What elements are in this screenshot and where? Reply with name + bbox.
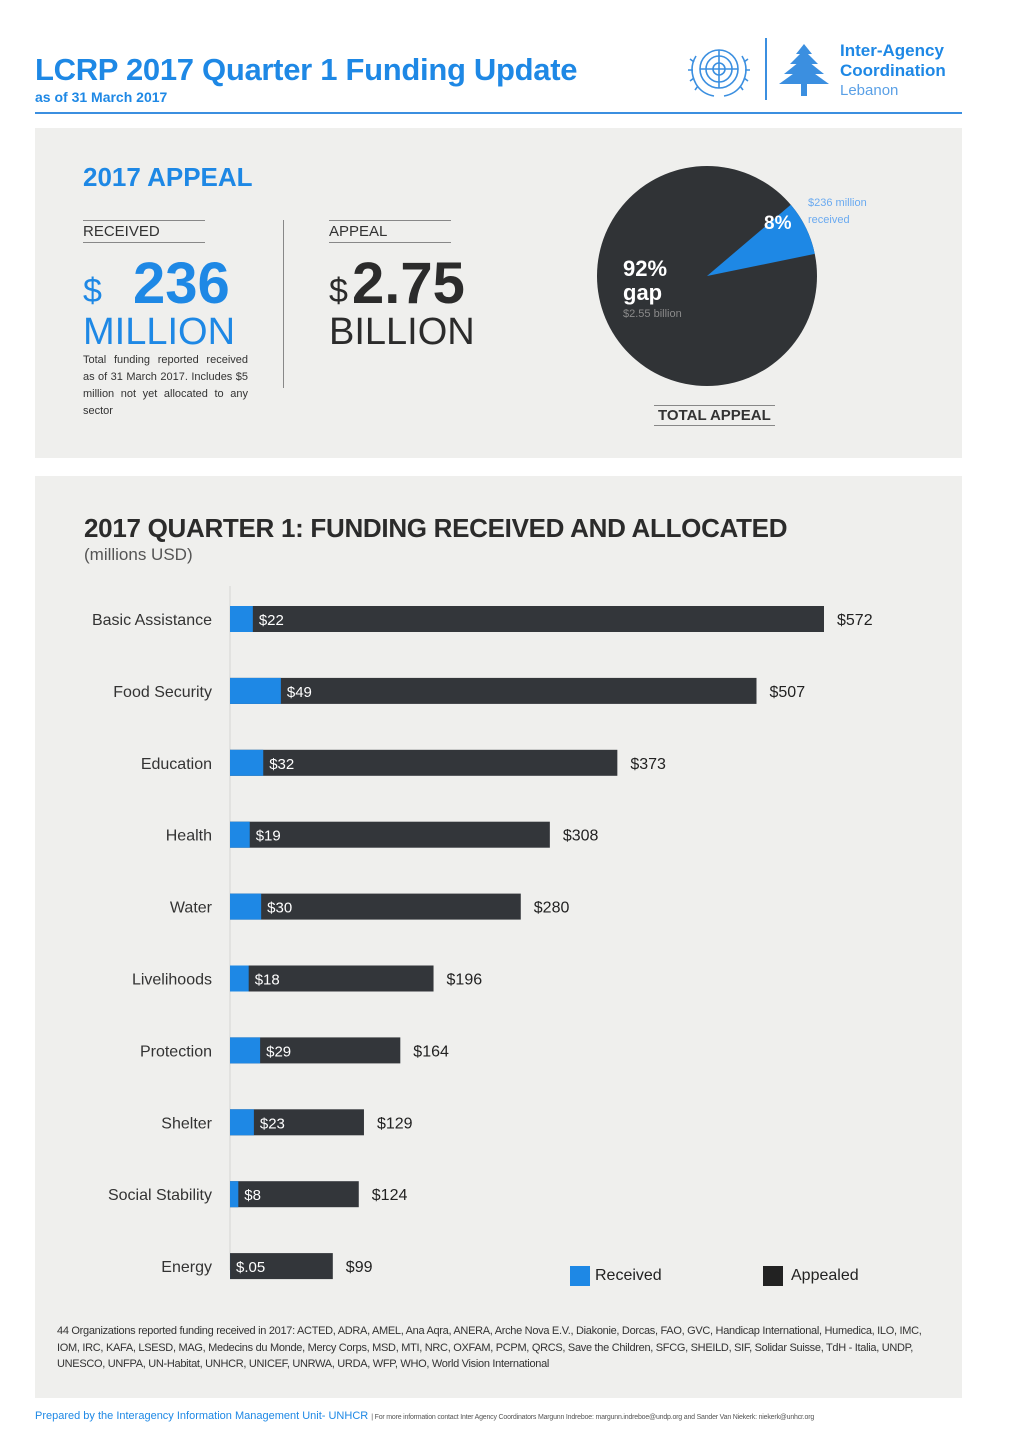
bar-appealed [230,1253,333,1280]
pie-gap-percent: 92% [623,256,668,281]
bar-received [230,965,249,992]
legend-appealed-swatch [763,1266,783,1286]
bar-received-label: $23 [260,1115,285,1132]
pie-received-note: $236 million received [808,197,867,226]
chart-subtitle: (millions USD) [84,545,193,564]
funding-bar-chart: Basic Assistance $22 $572 Food Security $49 $… [92,586,873,1280]
category-label: Shelter [161,1115,212,1132]
pie-gap-amount: $2.55 billion [623,308,682,320]
bar-appealed-label: $196 [447,972,483,989]
appeal-divider [283,220,284,388]
received-currency: $ [83,272,102,310]
bar-appealed-label: $572 [837,612,873,629]
legend-received-label: Received [595,1267,662,1284]
received-amount: 236 [133,251,230,316]
appeal-heading: 2017 APPEAL [83,162,253,192]
legend-appealed-label: Appealed [791,1267,859,1284]
page-title: LCRP 2017 Quarter 1 Funding Update [35,52,578,87]
category-label: Basic Assistance [92,612,212,629]
bar-appealed-label: $99 [346,1259,373,1276]
pie-received-percent: 8% [764,213,792,234]
pie-caption: TOTAL APPEAL [654,405,775,426]
bar-appealed [230,821,550,848]
category-label: Health [166,828,212,845]
appeal-unit: BILLION [329,311,475,353]
bar-received-label: $32 [269,756,294,773]
chart-title: 2017 QUARTER 1: FUNDING RECEIVED AND ALL… [84,513,788,543]
received-unit: MILLION [83,311,236,353]
bar-received [230,606,253,632]
funding-pie-chart [597,166,817,386]
bar-appealed-label: $308 [563,828,599,845]
appeal-label: APPEAL [329,220,451,243]
pie-slice-received [707,204,815,276]
bar-appealed-label: $164 [413,1043,449,1060]
bar-received [230,1181,239,1208]
category-label: Water [170,900,213,917]
bar-appealed-label: $507 [770,684,806,701]
bar-received [230,821,250,848]
logo-divider [765,38,767,100]
bar-received [230,749,264,776]
bar-received-label: $22 [259,612,284,629]
org-name-line3: Lebanon [840,82,899,99]
bar-received-label: $29 [266,1043,291,1060]
bar-appealed-label: $373 [630,756,666,773]
bar-received-label: $49 [287,684,312,701]
appeal-currency: $ [329,272,348,310]
bar-received-label: $8 [244,1187,261,1204]
bar-received [230,893,262,920]
bar-appealed [230,749,618,776]
bar-received-label: $19 [256,828,281,845]
category-label: Energy [161,1259,212,1276]
bar-received [230,1109,254,1136]
bar-received-label: $18 [255,972,280,989]
category-label: Livelihoods [132,972,212,989]
bar-appealed-label: $129 [377,1115,413,1132]
bar-appealed [230,893,521,920]
bar-appealed [230,606,824,632]
bar-received-label: $.05 [236,1259,265,1276]
received-note: Total funding reported received as of 31… [83,354,248,417]
received-label: RECEIVED [83,220,205,243]
category-label: Social Stability [108,1187,212,1204]
footer-prepared: Prepared by the Interagency Information … [35,1410,369,1422]
bar-appealed [230,677,757,704]
footer-contact: | For more information contact Inter Age… [371,1414,815,1421]
org-name-line2: Coordination [840,61,946,80]
legend-received-swatch [570,1266,590,1286]
bar-appealed [230,965,434,992]
category-label: Education [141,756,212,773]
cedar-tree-icon [779,44,829,96]
category-label: Protection [140,1043,212,1060]
bar-appealed [230,1181,359,1208]
appeal-amount: 2.75 [352,251,465,316]
bar-received [230,1037,261,1064]
bar-appealed-label: $124 [372,1187,408,1204]
bar-received [230,677,281,704]
org-name-line1: Inter-Agency [840,41,944,60]
un-emblem-icon [688,49,750,97]
pie-gap-label: gap [623,280,663,305]
organizations-note: 44 Organizations reported funding receiv… [57,1325,922,1370]
footer: Prepared by the Interagency Information … [35,1410,814,1422]
category-label: Food Security [113,684,212,701]
bar-appealed-label: $280 [534,900,570,917]
page-subtitle: as of 31 March 2017 [35,89,168,105]
org-name: Inter-Agency Coordination Lebanon [840,41,946,101]
bar-received-label: $30 [267,900,292,917]
header-divider [35,112,962,114]
